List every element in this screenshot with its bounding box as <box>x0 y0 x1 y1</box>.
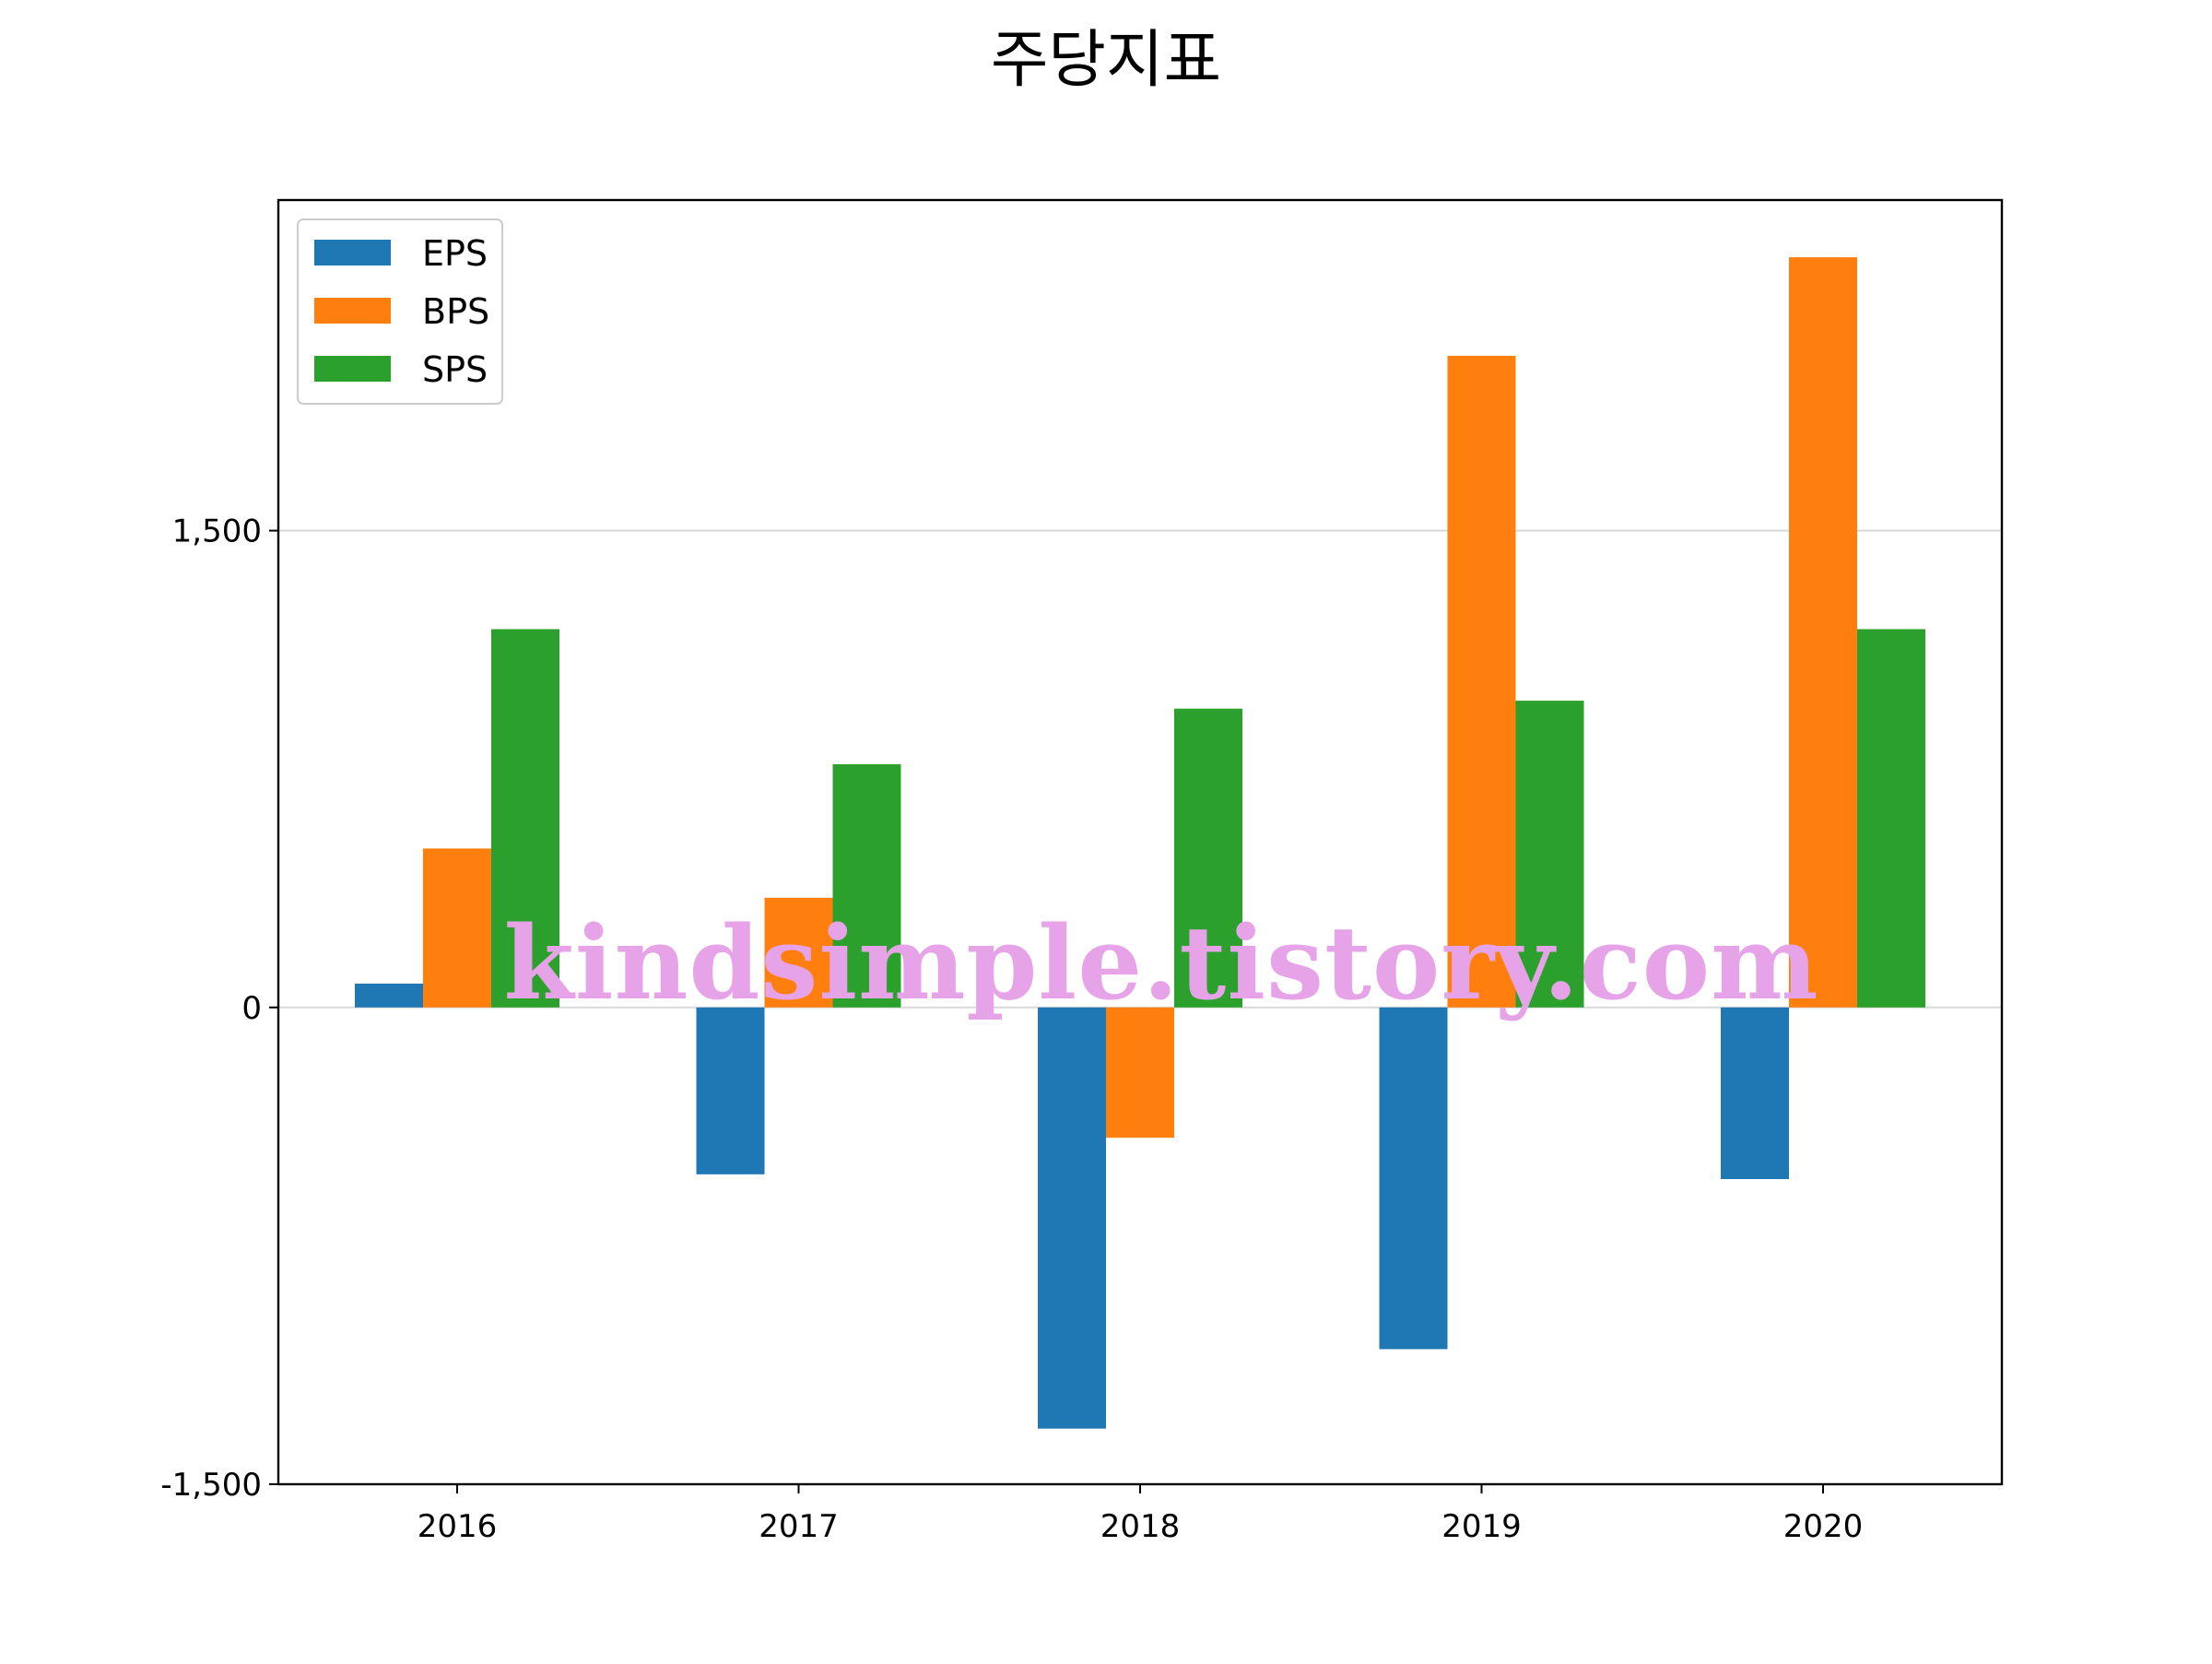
bar-bps-2019 <box>1447 355 1516 1008</box>
bar-sps-2016 <box>491 629 559 1008</box>
legend-swatch-bps <box>314 298 391 324</box>
y-tick-label: 0 <box>241 990 262 1027</box>
y-tick-label: -1,500 <box>160 1467 262 1504</box>
x-tick-label: 2016 <box>418 1508 498 1545</box>
bar-bps-2017 <box>764 897 833 1008</box>
axes: -1,500 0 1,500 2016 2017 2018 2019 2020 <box>160 198 2004 1545</box>
chart-title: 주당지표 <box>991 24 1221 97</box>
bar-bps-2018 <box>1106 1007 1174 1139</box>
bar-sps-2018 <box>1174 708 1242 1008</box>
bar-sps-2017 <box>832 764 901 1008</box>
bar-eps-2018 <box>1038 1007 1106 1429</box>
x-tick-label: 2017 <box>759 1508 839 1545</box>
legend-swatch-eps <box>314 240 391 266</box>
bar-eps-2017 <box>696 1007 765 1174</box>
bar-sps-2020 <box>1857 629 1925 1008</box>
bar-eps-2020 <box>1721 1007 1789 1179</box>
bars <box>355 257 1925 1429</box>
bar-eps-2019 <box>1379 1007 1448 1350</box>
legend-label-bps: BPS <box>422 291 489 332</box>
bar-bps-2020 <box>1789 257 1857 1008</box>
x-tick-label: 2019 <box>1441 1508 1522 1545</box>
legend-swatch-sps <box>314 356 391 382</box>
bar-bps-2016 <box>423 848 491 1008</box>
legend-label-sps: SPS <box>422 349 488 390</box>
x-tick-label: 2018 <box>1100 1508 1181 1545</box>
bar-eps-2016 <box>355 983 423 1008</box>
x-tick-label: 2020 <box>1783 1508 1864 1545</box>
legend: EPS BPS SPS <box>297 218 503 405</box>
bar-sps-2019 <box>1515 701 1584 1008</box>
legend-label-eps: EPS <box>422 233 488 274</box>
y-tick-label: 1,500 <box>172 513 262 550</box>
watermark: kindsimple.tistory.com <box>504 903 1819 1022</box>
